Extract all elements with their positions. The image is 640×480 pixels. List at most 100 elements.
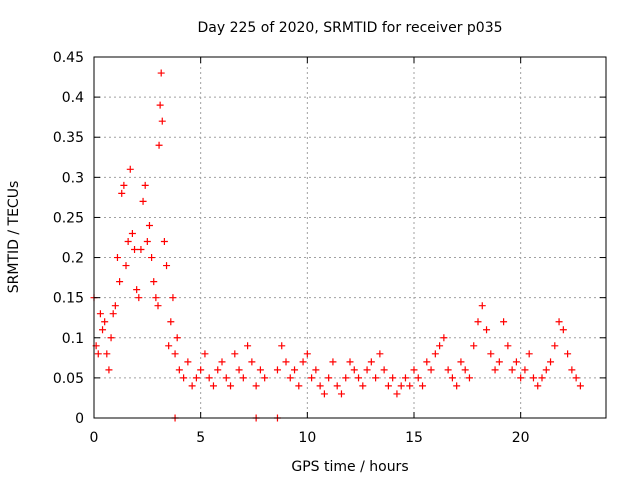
data-point (171, 350, 179, 358)
data-point (282, 358, 290, 366)
data-point (116, 278, 124, 286)
data-point (99, 326, 107, 334)
x-tick-label: 0 (90, 430, 99, 446)
data-point (173, 334, 181, 342)
y-tick-label: 0.35 (53, 130, 84, 146)
y-tick-label: 0.25 (53, 210, 84, 226)
plot-frame (93, 56, 607, 419)
data-point (512, 358, 520, 366)
data-point (120, 181, 128, 189)
y-tick-label: 0.15 (53, 291, 84, 307)
data-point (155, 141, 163, 149)
y-tick-label: 0.1 (62, 331, 84, 347)
y-tick-label: 0.3 (62, 170, 84, 186)
data-point (363, 366, 371, 374)
data-point (576, 382, 584, 390)
data-point (124, 238, 132, 246)
data-point (218, 358, 226, 366)
chart-title: Day 225 of 2020, SRMTID for receiver p03… (197, 20, 502, 36)
data-point (448, 374, 456, 382)
data-point (299, 358, 307, 366)
tick-labels: 0 0.05 0.1 0.15 0.2 0.25 0.3 0.35 0.4 0.45 0 5 10 15 2… (53, 50, 530, 446)
y-tick-label: 0.05 (53, 371, 84, 387)
data-point (559, 326, 567, 334)
data-point (295, 382, 303, 390)
data-point (487, 350, 495, 358)
data-point (440, 334, 448, 342)
data-point (380, 366, 388, 374)
data-point (410, 366, 418, 374)
data-point (135, 294, 143, 302)
data-point (478, 302, 486, 310)
data-point (105, 366, 113, 374)
data-point (156, 101, 164, 109)
data-point (525, 350, 533, 358)
data-point (389, 374, 397, 382)
data-point (534, 382, 542, 390)
data-points (90, 69, 584, 422)
data-point (401, 374, 409, 382)
data-point (109, 310, 117, 318)
y-axis-label: SRMTID / TECUs (6, 181, 22, 294)
data-point (148, 254, 156, 262)
y-tick-label: 0 (75, 411, 84, 427)
data-point (160, 238, 168, 246)
data-point (461, 366, 469, 374)
data-point (474, 318, 482, 326)
data-point (214, 366, 222, 374)
data-point (152, 294, 160, 302)
data-point (470, 342, 478, 350)
data-point (175, 366, 183, 374)
data-point (167, 318, 175, 326)
x-tick-label: 10 (298, 430, 316, 446)
data-point (529, 374, 537, 382)
data-point (137, 246, 145, 254)
data-point (145, 221, 153, 229)
data-point (103, 350, 111, 358)
data-point (312, 366, 320, 374)
data-point (252, 382, 260, 390)
data-point (504, 342, 512, 350)
data-point (96, 310, 104, 318)
data-point (491, 366, 499, 374)
data-point (465, 374, 473, 382)
y-tick-label: 0.2 (62, 251, 84, 267)
data-point (453, 382, 461, 390)
data-point (154, 302, 162, 310)
data-point (320, 390, 328, 398)
data-point (376, 350, 384, 358)
data-point (197, 366, 205, 374)
data-point (101, 318, 109, 326)
data-point (495, 358, 503, 366)
data-point (517, 374, 525, 382)
data-point (157, 69, 165, 77)
data-point (231, 350, 239, 358)
data-point (188, 382, 196, 390)
data-point (128, 229, 136, 237)
data-point (431, 350, 439, 358)
data-point (397, 382, 405, 390)
data-point (542, 366, 550, 374)
data-point (286, 374, 294, 382)
data-point (180, 374, 188, 382)
data-point (384, 382, 392, 390)
data-point (308, 374, 316, 382)
data-point (303, 350, 311, 358)
data-point (547, 358, 555, 366)
x-tick-label: 5 (196, 430, 205, 446)
data-point (500, 318, 508, 326)
data-point (222, 374, 230, 382)
data-point (457, 358, 465, 366)
data-point (143, 238, 151, 246)
data-point (551, 342, 559, 350)
data-point (192, 374, 200, 382)
y-tick-label: 0.45 (53, 50, 84, 66)
data-point (291, 366, 299, 374)
data-point (372, 374, 380, 382)
data-point (184, 358, 192, 366)
data-point (337, 390, 345, 398)
data-point (436, 342, 444, 350)
data-point (483, 326, 491, 334)
data-point (508, 366, 516, 374)
